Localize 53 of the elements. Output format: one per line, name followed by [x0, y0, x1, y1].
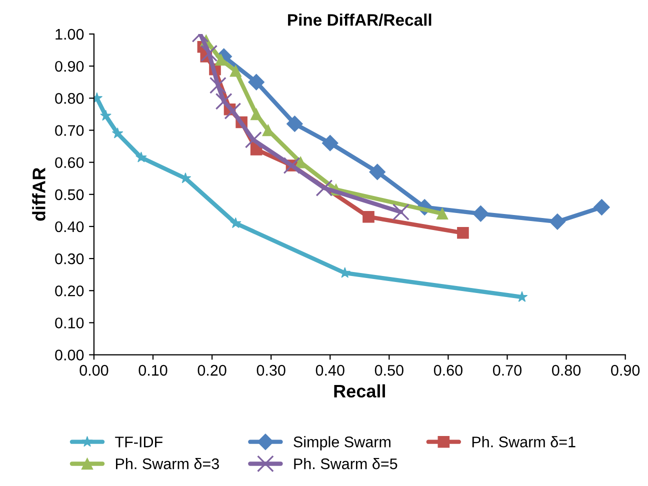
y-tick-label: 0.90 — [55, 60, 84, 72]
x-tick-label: 0.30 — [256, 364, 286, 376]
y-tick-label: 0.60 — [55, 157, 84, 168]
y-tick-label: 0.00 — [55, 350, 84, 360]
y-tick-label: 0.70 — [55, 125, 84, 136]
x-tick-label: 0.40 — [316, 364, 344, 376]
point — [472, 205, 489, 222]
point — [230, 65, 242, 77]
point — [248, 74, 265, 90]
x-tick-label: 0.80 — [552, 364, 581, 376]
point — [215, 92, 232, 110]
point — [250, 108, 262, 120]
y-tick-label: 0.30 — [55, 253, 84, 264]
point — [322, 134, 338, 152]
x-axis-title: Recall — [334, 384, 385, 398]
point — [209, 76, 226, 94]
point — [549, 213, 566, 230]
legend-label: Ph. Swarm δ=1 — [472, 436, 576, 448]
point — [593, 199, 610, 216]
point — [316, 180, 333, 196]
x-tick-label: 0.50 — [374, 364, 404, 376]
x-tick-label: 0.90 — [611, 364, 640, 376]
x-tick-label: 0.10 — [138, 364, 168, 376]
legend-label: Ph. Swarm δ=5 — [294, 458, 398, 470]
point — [283, 157, 300, 174]
point — [392, 204, 410, 221]
y-tick-label: 0.80 — [55, 93, 84, 104]
point — [436, 208, 448, 220]
y-tick-label: 1.00 — [56, 28, 84, 40]
chart-title: Pine DiffAR/Recall — [288, 14, 432, 26]
x-tick-label: 0.00 — [80, 364, 108, 376]
point — [112, 128, 124, 138]
legend-label: Ph. Swarm δ=3 — [116, 458, 219, 470]
point — [244, 131, 262, 148]
point — [200, 44, 218, 62]
point — [457, 226, 469, 239]
y-tick-label: 0.20 — [55, 285, 84, 296]
x-tick-label: 0.20 — [198, 364, 226, 376]
x-tick-label: 0.70 — [492, 364, 522, 376]
y-tick-label: 0.40 — [55, 221, 84, 232]
y-axis-title: diffAR — [32, 168, 46, 221]
legend-label: Simple Swarm — [294, 436, 390, 450]
point — [286, 116, 303, 132]
point — [224, 102, 242, 120]
y-tick-label: 0.10 — [55, 318, 84, 328]
point — [136, 152, 147, 162]
point — [100, 110, 112, 121]
point — [362, 210, 374, 223]
y-tick-label: 0.50 — [55, 189, 84, 200]
point — [369, 164, 386, 180]
legend-label: TF-IDF — [115, 436, 162, 448]
point — [230, 217, 242, 228]
x-tick-label: 0.60 — [434, 364, 462, 376]
